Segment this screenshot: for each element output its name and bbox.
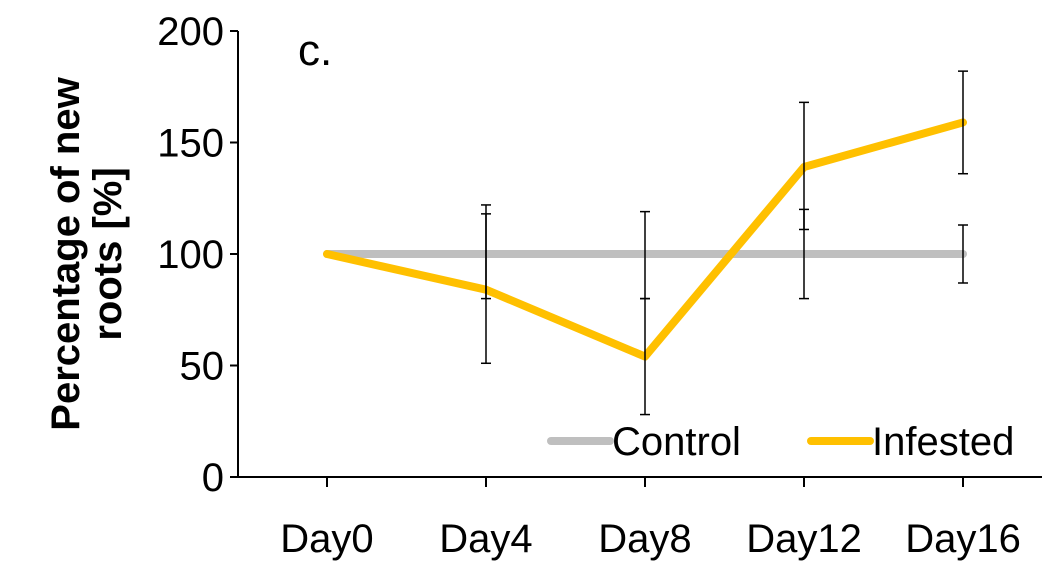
axes: 0 50 100 150 200 Day0 Day4 Day8 Day12 Day16 <box>157 10 1042 561</box>
y-tick-label: 200 <box>157 10 224 54</box>
y-tick-label: 100 <box>157 233 224 277</box>
x-tick-label: Day0 <box>280 517 373 561</box>
x-tick-label: Day12 <box>746 517 862 561</box>
x-tick-label: Day8 <box>598 517 691 561</box>
y-tick-label: 50 <box>180 345 225 389</box>
legend-label-infested: Infested <box>872 420 1014 464</box>
panel-label: c. <box>298 26 332 75</box>
x-tick-label: Day16 <box>905 517 1021 561</box>
y-axis-title-line1: Percentage of new <box>44 76 88 430</box>
legend-label-control: Control <box>612 420 741 464</box>
y-tick-label: 150 <box>157 122 224 166</box>
y-ticks: 0 50 100 150 200 <box>157 10 238 500</box>
error-bars <box>481 70 968 416</box>
y-axis-title-line2: roots [%] <box>86 167 130 340</box>
x-tick-label: Day4 <box>439 517 532 561</box>
y-tick-label: 0 <box>202 456 224 500</box>
x-ticks: Day0 Day4 Day8 Day12 Day16 <box>280 477 1021 561</box>
legend: Control Infested <box>547 420 1014 464</box>
